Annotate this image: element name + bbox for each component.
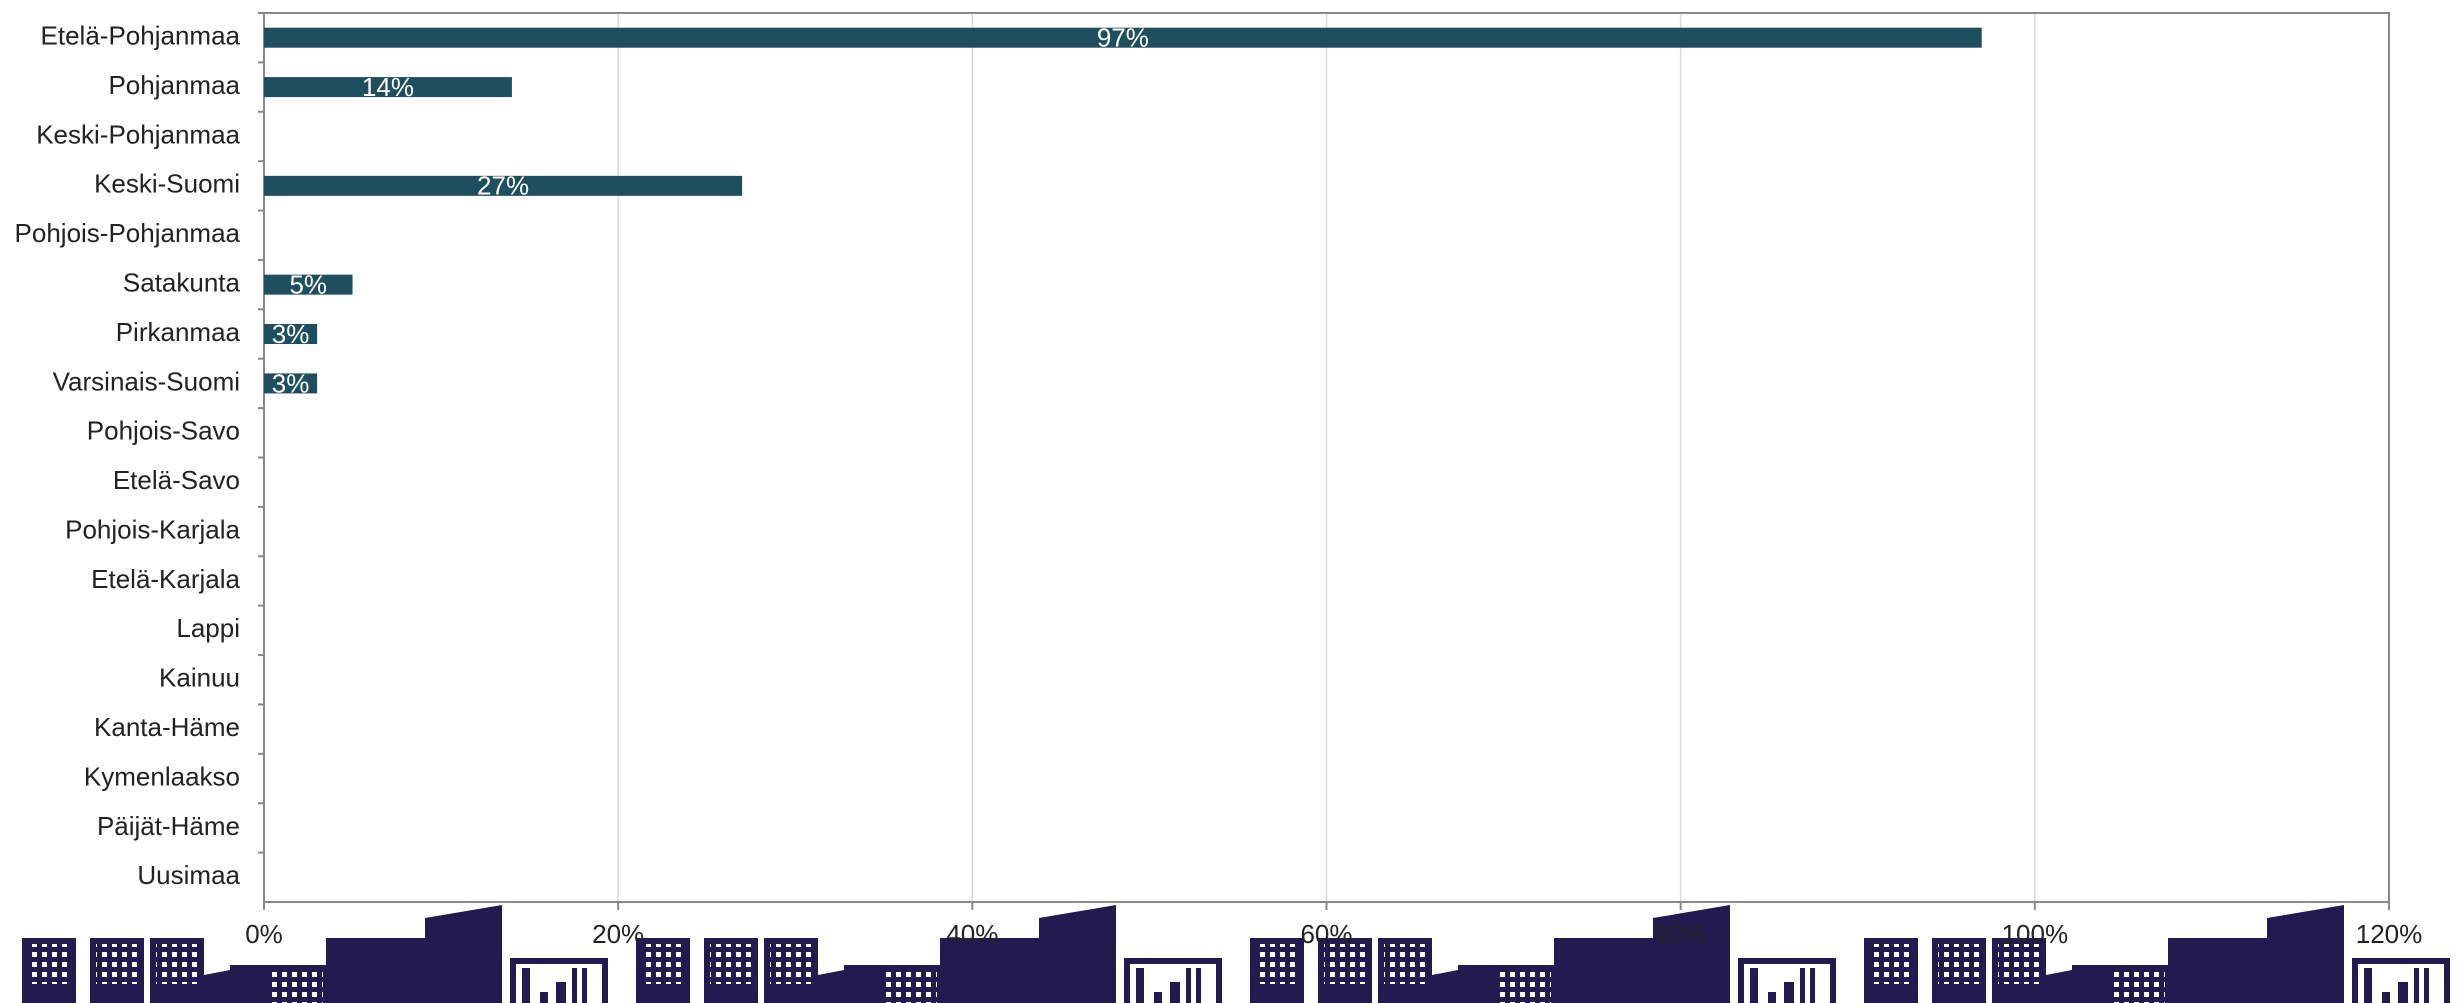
data-label: 3% <box>272 368 310 398</box>
data-label: 97% <box>1097 23 1149 53</box>
decoration <box>0 900 2461 1003</box>
data-label: 14% <box>362 72 414 102</box>
y-tick-label: Pohjois-Savo <box>87 416 240 446</box>
x-tick-label: 0% <box>245 919 283 949</box>
y-tick-label: Etelä-Savo <box>113 465 240 495</box>
y-tick-label: Etelä-Pohjanmaa <box>41 21 241 51</box>
data-label: 3% <box>272 319 310 349</box>
y-tick-label: Keski-Suomi <box>94 169 240 199</box>
y-tick-label: Pirkanmaa <box>116 317 241 347</box>
y-tick-label: Kanta-Häme <box>94 712 240 742</box>
x-tick-label: 100% <box>2002 919 2069 949</box>
y-tick-label: Päijät-Häme <box>97 811 240 841</box>
x-tick-label: 20% <box>592 919 644 949</box>
x-tick-label: 40% <box>946 919 998 949</box>
y-tick-label: Kymenlaakso <box>84 761 240 791</box>
x-tick-label: 80% <box>1655 919 1707 949</box>
data-label: 27% <box>477 171 529 201</box>
y-tick-label: Pohjois-Karjala <box>65 514 240 544</box>
y-tick-label: Kainuu <box>159 663 240 693</box>
y-tick-label: Lappi <box>176 613 240 643</box>
x-tick-label: 60% <box>1300 919 1352 949</box>
y-tick-label: Etelä-Karjala <box>91 564 240 594</box>
y-tick-label: Keski-Pohjanmaa <box>36 119 240 149</box>
y-tick-label: Varsinais-Suomi <box>53 366 240 396</box>
y-tick-label: Satakunta <box>123 268 241 298</box>
x-tick-label: 120% <box>2356 919 2423 949</box>
chart: 0% 20% 40% 60% 80% 100% 120% Etelä-Pohjanmaa 97%… <box>0 0 2461 1003</box>
data-label: 5% <box>289 270 327 300</box>
y-tick-label: Uusimaa <box>137 860 240 890</box>
y-tick-label: Pohjanmaa <box>108 70 240 100</box>
y-tick-label: Pohjois-Pohjanmaa <box>15 218 241 248</box>
